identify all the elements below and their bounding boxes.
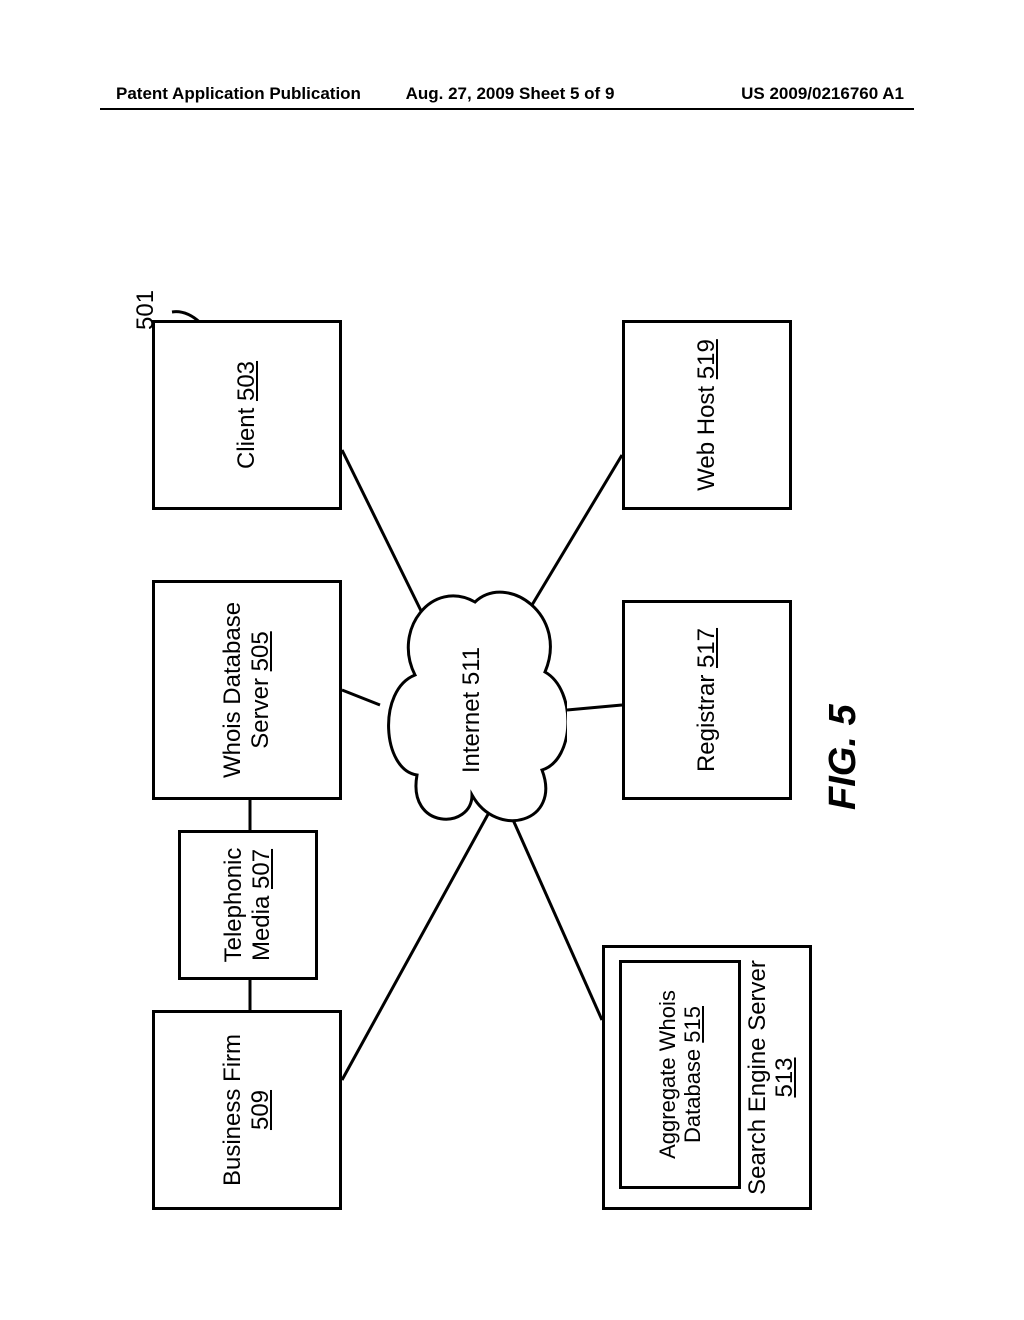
header-middle: Aug. 27, 2009 Sheet 5 of 9 (379, 84, 642, 104)
page-header: Patent Application Publication Aug. 27, … (0, 84, 1024, 104)
node-whois-db-server: Whois DatabaseServer 505 (152, 580, 342, 800)
diagram-canvas: Internet 511 501 FIG. 5 Business Firm509… (122, 190, 902, 1250)
node-search-engine-server: Aggregate WhoisDatabase 515Search Engine… (602, 945, 812, 1210)
figure-container: Internet 511 501 FIG. 5 Business Firm509… (122, 190, 902, 1250)
node-business-firm-label: Business Firm509 (219, 1028, 274, 1192)
node-web-host-label: Web Host 519 (693, 333, 721, 497)
node-registrar: Registrar 517 (622, 600, 792, 800)
figure-caption: FIG. 5 (822, 704, 865, 810)
header-left: Patent Application Publication (116, 84, 379, 104)
node-registrar-label: Registrar 517 (693, 622, 721, 778)
node-telephonic-media: TelephonicMedia 507 (178, 830, 318, 980)
cloud-label: Internet 511 (377, 580, 567, 840)
node-client-label: Client 503 (233, 355, 261, 475)
header-right: US 2009/0216760 A1 (641, 84, 904, 104)
node-telephonic-media-label: TelephonicMedia 507 (220, 842, 275, 969)
node-whois-db-server-label: Whois DatabaseServer 505 (219, 596, 274, 784)
node-business-firm: Business Firm509 (152, 1010, 342, 1210)
node-web-host: Web Host 519 (622, 320, 792, 510)
node-search-engine-server-label: Search Engine Server 513 (744, 948, 799, 1207)
node-client: Client 503 (152, 320, 342, 510)
node-search-engine-server-inner: Aggregate WhoisDatabase 515 (619, 960, 741, 1189)
header-rule (100, 108, 914, 110)
cloud-internet: Internet 511 (377, 580, 567, 840)
